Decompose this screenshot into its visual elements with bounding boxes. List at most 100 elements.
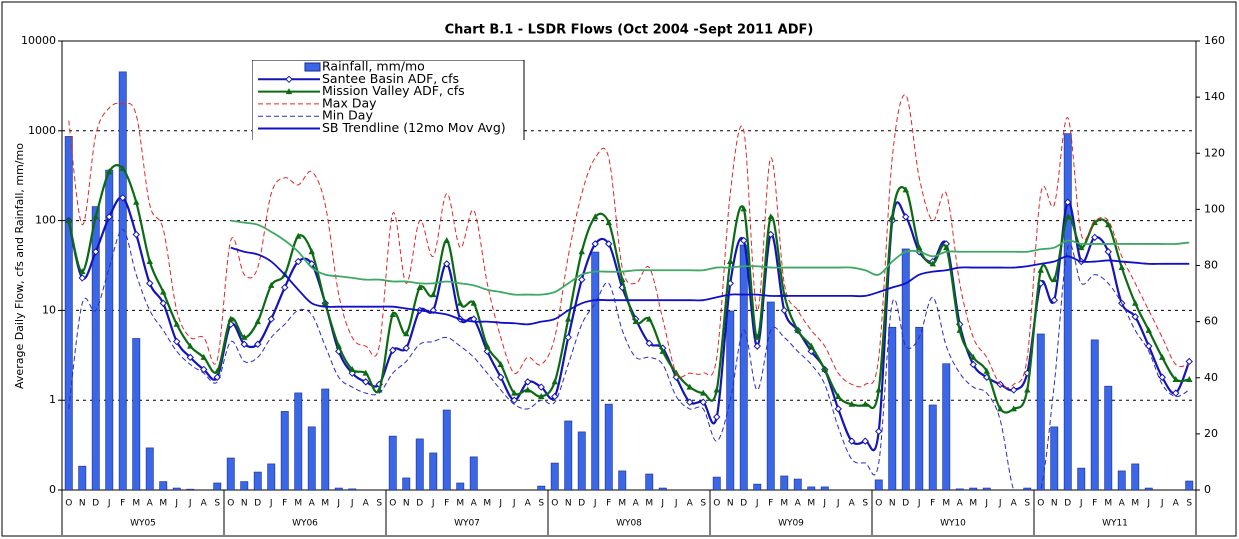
rain-bar (172, 487, 181, 490)
series-line (68, 94, 1190, 389)
y2-tick-label: 80 (1204, 259, 1218, 272)
triangle-marker (254, 318, 261, 325)
diamond-marker (281, 283, 289, 292)
legend-label: Rainfall, mm/mo (322, 59, 425, 74)
rain-bar (915, 326, 924, 490)
triangle-marker (322, 299, 329, 306)
rain-bar (888, 326, 897, 490)
y-axis-label: Average Daily Flow, cfs and Rainfall, mm… (13, 143, 26, 389)
triangle-marker (767, 213, 774, 220)
rain-bar (1104, 385, 1113, 490)
legend-marker (285, 75, 293, 84)
diamond-marker (146, 279, 154, 288)
x-tick-label: D (416, 499, 423, 509)
diamond-marker (186, 353, 194, 362)
triangle-marker (740, 205, 747, 212)
triangle-marker (1037, 266, 1044, 273)
x-tick-label: S (1186, 499, 1192, 509)
rain-bar (415, 438, 424, 490)
y2-tick-label: 20 (1204, 427, 1218, 440)
rain-bar (213, 482, 222, 490)
rain-bar (64, 136, 73, 490)
x-tick-label: S (538, 499, 544, 509)
rain-bar (294, 392, 303, 490)
triangle-marker (160, 288, 167, 295)
diamond-marker (92, 248, 100, 256)
x-tick-label: J (984, 499, 988, 509)
diamond-marker (605, 240, 613, 248)
rain-bar (1036, 333, 1045, 490)
diamond-marker (510, 396, 518, 404)
triangle-marker (902, 186, 909, 193)
x-tick-label: D (254, 499, 261, 509)
x-tick-label: N (1051, 499, 1058, 509)
x-tick-label: M (942, 499, 950, 509)
x-tick-label: D (740, 499, 747, 509)
x-tick-label: S (1024, 499, 1030, 509)
rain-bar (537, 485, 546, 490)
triangle-marker (106, 168, 113, 175)
triangle-marker (497, 360, 504, 367)
triangle-marker (686, 383, 693, 390)
x-tick-label: O (227, 499, 234, 509)
diamond-marker (1010, 386, 1018, 394)
rain-bar (604, 403, 613, 490)
rain-bar (307, 426, 316, 490)
diamond-marker (1064, 198, 1072, 206)
rain-bar (280, 411, 289, 490)
triangle-marker (565, 315, 572, 322)
diamond-marker (1158, 373, 1166, 381)
rain-bar (901, 248, 910, 490)
rain-bar (469, 456, 478, 490)
rain-bar (753, 483, 762, 490)
x-tick-label: S (862, 499, 868, 509)
rain-bar (591, 251, 600, 490)
x-tick-label: N (241, 499, 248, 509)
series-line (230, 219, 1190, 296)
diamond-marker (524, 378, 532, 386)
x-tick-label: D (902, 499, 909, 509)
triangle-marker (578, 248, 585, 255)
triangle-marker (983, 367, 990, 374)
x-tick-label: O (551, 499, 558, 509)
x-tick-label: A (201, 499, 208, 509)
series-line (68, 228, 1190, 490)
rain-bar (577, 431, 586, 490)
y-tick-label: 1 (49, 393, 56, 406)
x-tick-label: J (822, 499, 826, 509)
triangle-marker (835, 392, 842, 399)
x-tick-label: F (768, 499, 773, 509)
triangle-marker (308, 248, 315, 255)
rain-bar (739, 244, 748, 490)
triangle-marker (970, 353, 977, 360)
x-tick-label: M (456, 499, 464, 509)
rain-bar (1131, 463, 1140, 490)
triangle-marker (916, 244, 923, 251)
group-label: WY09 (778, 519, 804, 529)
diamond-marker (389, 346, 397, 354)
chart-title: Chart B.1 - LSDR Flows (Oct 2004 -Sept 2… (445, 23, 814, 38)
x-tick-label: D (92, 499, 99, 509)
group-label: WY06 (292, 519, 318, 529)
triangle-marker (335, 342, 342, 349)
diamond-marker (173, 337, 181, 346)
rain-bar (1144, 487, 1153, 490)
triangle-marker (295, 232, 302, 239)
rain-bar (1077, 467, 1086, 490)
x-tick-label: M (132, 499, 140, 509)
rain-bar (766, 301, 775, 490)
y2-tick-label: 160 (1204, 34, 1225, 47)
diamond-marker (969, 360, 977, 369)
triangle-marker (659, 347, 666, 354)
triangle-marker (79, 268, 86, 275)
rain-bar (321, 388, 330, 490)
rain-bar (429, 452, 438, 490)
legend-label: Mission Valley ADF, cfs (322, 83, 465, 98)
triangle-marker (200, 353, 207, 360)
diamond-marker (861, 437, 869, 445)
x-tick-label: M (294, 499, 302, 509)
x-tick-label: A (309, 499, 316, 509)
rain-bar (955, 488, 964, 490)
triangle-marker (430, 291, 437, 298)
